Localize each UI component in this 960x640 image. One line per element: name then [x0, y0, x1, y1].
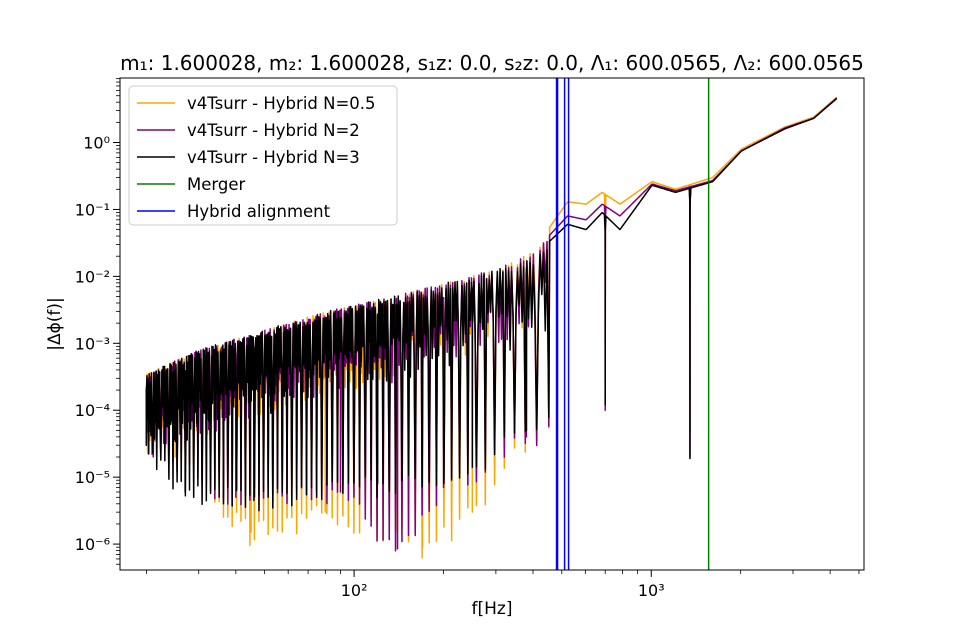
x-tick-label-1: 10² [341, 581, 368, 600]
plot-frame [119, 77, 865, 571]
y-tick-label-3: 10⁻⁴ [75, 401, 110, 420]
legend: v4Tsurr - Hybrid N=0.5 v4Tsurr - Hybrid N… [128, 85, 398, 226]
chart-title: m₁: 1.600028, m₂: 1.600028, s₁z: 0.0, s₂… [120, 51, 864, 75]
y-tick-label-1: 10⁻⁶ [75, 535, 110, 554]
legend-label-5: Hybrid alignment [187, 202, 331, 221]
y-tick-label-4: 10⁻³ [75, 334, 110, 353]
x-axis-label: f[Hz] [472, 599, 513, 619]
legend-label-4: Merger [187, 175, 246, 194]
axis-ticks: 10² 10³ 10⁻⁶ 10⁻⁵ 10⁻⁴ 10⁻³ 10⁻² 10⁻¹ 10⁰ [75, 78, 860, 600]
legend-label-2: v4Tsurr - Hybrid N=2 [187, 121, 360, 140]
legend-label-1: v4Tsurr - Hybrid N=0.5 [187, 94, 376, 113]
y-tick-label-6: 10⁻¹ [75, 200, 110, 219]
x-tick-label-2: 10³ [638, 581, 665, 600]
plot-lines [145, 78, 838, 570]
y-axis-label: |Δϕ(f)| [45, 297, 65, 351]
legend-box [128, 85, 398, 226]
y-tick-label-7: 10⁰ [83, 134, 110, 153]
legend-label-3: v4Tsurr - Hybrid N=3 [187, 148, 360, 167]
y-tick-label-2: 10⁻⁵ [75, 468, 110, 487]
series-line-3 [145, 97, 838, 512]
y-tick-label-5: 10⁻² [75, 267, 110, 286]
